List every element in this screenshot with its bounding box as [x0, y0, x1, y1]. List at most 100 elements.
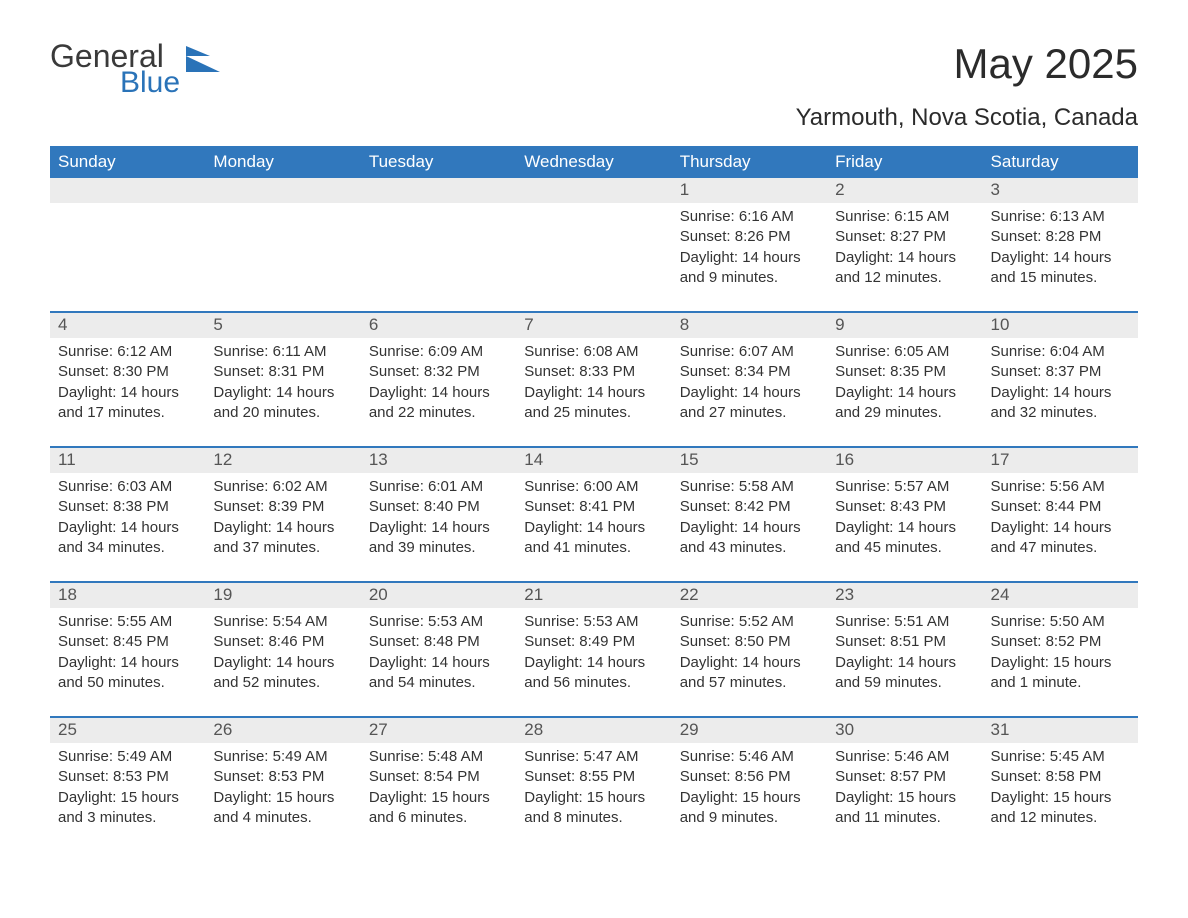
- daylight-text: Daylight: 15 hours and 8 minutes.: [524, 788, 663, 829]
- sunrise-text: Sunrise: 5:49 AM: [213, 747, 352, 767]
- daylight-text: Daylight: 15 hours and 4 minutes.: [213, 788, 352, 829]
- day-detail: Sunrise: 5:53 AM Sunset: 8:49 PM Dayligh…: [516, 608, 671, 702]
- daylight-text: Daylight: 15 hours and 9 minutes.: [680, 788, 819, 829]
- daynum-cell: 21: [516, 583, 671, 608]
- day-detail: Sunrise: 6:07 AM Sunset: 8:34 PM Dayligh…: [672, 338, 827, 432]
- day-header-row: Sunday Monday Tuesday Wednesday Thursday…: [50, 146, 1138, 178]
- sunset-text: Sunset: 8:54 PM: [369, 767, 508, 787]
- detail-row: Sunrise: 6:12 AM Sunset: 8:30 PM Dayligh…: [50, 338, 1138, 446]
- daynum-row: 25 26 27 28 29 30 31: [50, 718, 1138, 743]
- daynum-cell: 2: [827, 178, 982, 203]
- day-detail: [516, 203, 671, 297]
- day-detail: Sunrise: 6:01 AM Sunset: 8:40 PM Dayligh…: [361, 473, 516, 567]
- sunset-text: Sunset: 8:51 PM: [835, 632, 974, 652]
- daynum-cell: 9: [827, 313, 982, 338]
- daynum-cell: 4: [50, 313, 205, 338]
- sunset-text: Sunset: 8:49 PM: [524, 632, 663, 652]
- sunrise-text: Sunrise: 5:57 AM: [835, 477, 974, 497]
- sunrise-text: Sunrise: 6:15 AM: [835, 207, 974, 227]
- daynum-cell: 13: [361, 448, 516, 473]
- brand-logo: General Blue: [50, 40, 220, 98]
- daylight-text: Daylight: 14 hours and 47 minutes.: [991, 518, 1130, 559]
- daynum-cell: [516, 178, 671, 203]
- day-header-saturday: Saturday: [983, 146, 1138, 178]
- sunrise-text: Sunrise: 5:47 AM: [524, 747, 663, 767]
- sunrise-text: Sunrise: 6:09 AM: [369, 342, 508, 362]
- sunrise-text: Sunrise: 6:05 AM: [835, 342, 974, 362]
- sunrise-text: Sunrise: 5:58 AM: [680, 477, 819, 497]
- sunrise-text: Sunrise: 6:11 AM: [213, 342, 352, 362]
- daynum-cell: 12: [205, 448, 360, 473]
- daylight-text: Daylight: 15 hours and 1 minute.: [991, 653, 1130, 694]
- daylight-text: Daylight: 15 hours and 6 minutes.: [369, 788, 508, 829]
- sunrise-text: Sunrise: 6:01 AM: [369, 477, 508, 497]
- daylight-text: Daylight: 14 hours and 22 minutes.: [369, 383, 508, 424]
- sunrise-text: Sunrise: 6:02 AM: [213, 477, 352, 497]
- daylight-text: Daylight: 15 hours and 3 minutes.: [58, 788, 197, 829]
- sunrise-text: Sunrise: 5:50 AM: [991, 612, 1130, 632]
- sunrise-text: Sunrise: 5:45 AM: [991, 747, 1130, 767]
- day-detail: Sunrise: 6:15 AM Sunset: 8:27 PM Dayligh…: [827, 203, 982, 297]
- daylight-text: Daylight: 14 hours and 43 minutes.: [680, 518, 819, 559]
- day-detail: Sunrise: 6:16 AM Sunset: 8:26 PM Dayligh…: [672, 203, 827, 297]
- sunrise-text: Sunrise: 5:48 AM: [369, 747, 508, 767]
- day-detail: Sunrise: 5:50 AM Sunset: 8:52 PM Dayligh…: [983, 608, 1138, 702]
- sunset-text: Sunset: 8:56 PM: [680, 767, 819, 787]
- day-header-friday: Friday: [827, 146, 982, 178]
- daynum-row: 4 5 6 7 8 9 10: [50, 313, 1138, 338]
- day-header-monday: Monday: [205, 146, 360, 178]
- daylight-text: Daylight: 14 hours and 9 minutes.: [680, 248, 819, 289]
- sunset-text: Sunset: 8:55 PM: [524, 767, 663, 787]
- sunset-text: Sunset: 8:32 PM: [369, 362, 508, 382]
- location-subtitle: Yarmouth, Nova Scotia, Canada: [50, 104, 1138, 132]
- day-header-sunday: Sunday: [50, 146, 205, 178]
- day-detail: Sunrise: 5:57 AM Sunset: 8:43 PM Dayligh…: [827, 473, 982, 567]
- sunset-text: Sunset: 8:46 PM: [213, 632, 352, 652]
- sunset-text: Sunset: 8:26 PM: [680, 227, 819, 247]
- daynum-cell: 16: [827, 448, 982, 473]
- daynum-cell: [205, 178, 360, 203]
- header-row: General Blue May 2025: [50, 40, 1138, 98]
- daynum-cell: 15: [672, 448, 827, 473]
- daylight-text: Daylight: 14 hours and 37 minutes.: [213, 518, 352, 559]
- daynum-cell: 25: [50, 718, 205, 743]
- daynum-cell: 19: [205, 583, 360, 608]
- daynum-cell: 27: [361, 718, 516, 743]
- sunset-text: Sunset: 8:57 PM: [835, 767, 974, 787]
- daylight-text: Daylight: 14 hours and 17 minutes.: [58, 383, 197, 424]
- day-detail: Sunrise: 6:02 AM Sunset: 8:39 PM Dayligh…: [205, 473, 360, 567]
- sunrise-text: Sunrise: 5:46 AM: [835, 747, 974, 767]
- daynum-cell: 6: [361, 313, 516, 338]
- daynum-cell: 23: [827, 583, 982, 608]
- sunset-text: Sunset: 8:45 PM: [58, 632, 197, 652]
- daynum-cell: 28: [516, 718, 671, 743]
- daynum-cell: 20: [361, 583, 516, 608]
- detail-row: Sunrise: 6:03 AM Sunset: 8:38 PM Dayligh…: [50, 473, 1138, 581]
- daynum-cell: 7: [516, 313, 671, 338]
- daynum-cell: 24: [983, 583, 1138, 608]
- day-detail: Sunrise: 5:54 AM Sunset: 8:46 PM Dayligh…: [205, 608, 360, 702]
- day-detail: [361, 203, 516, 297]
- daylight-text: Daylight: 14 hours and 45 minutes.: [835, 518, 974, 559]
- daynum-cell: 17: [983, 448, 1138, 473]
- day-detail: [50, 203, 205, 297]
- day-detail: Sunrise: 5:46 AM Sunset: 8:57 PM Dayligh…: [827, 743, 982, 837]
- daylight-text: Daylight: 14 hours and 27 minutes.: [680, 383, 819, 424]
- brand-name-part2: Blue: [120, 68, 180, 98]
- daylight-text: Daylight: 15 hours and 12 minutes.: [991, 788, 1130, 829]
- sunset-text: Sunset: 8:28 PM: [991, 227, 1130, 247]
- day-detail: Sunrise: 5:48 AM Sunset: 8:54 PM Dayligh…: [361, 743, 516, 837]
- sunrise-text: Sunrise: 6:07 AM: [680, 342, 819, 362]
- sunset-text: Sunset: 8:44 PM: [991, 497, 1130, 517]
- daylight-text: Daylight: 15 hours and 11 minutes.: [835, 788, 974, 829]
- day-detail: Sunrise: 5:49 AM Sunset: 8:53 PM Dayligh…: [50, 743, 205, 837]
- day-detail: Sunrise: 6:03 AM Sunset: 8:38 PM Dayligh…: [50, 473, 205, 567]
- daylight-text: Daylight: 14 hours and 56 minutes.: [524, 653, 663, 694]
- daynum-cell: [50, 178, 205, 203]
- detail-row: Sunrise: 5:49 AM Sunset: 8:53 PM Dayligh…: [50, 743, 1138, 851]
- day-detail: Sunrise: 6:08 AM Sunset: 8:33 PM Dayligh…: [516, 338, 671, 432]
- sunset-text: Sunset: 8:53 PM: [213, 767, 352, 787]
- daylight-text: Daylight: 14 hours and 52 minutes.: [213, 653, 352, 694]
- sunrise-text: Sunrise: 5:52 AM: [680, 612, 819, 632]
- daynum-cell: 3: [983, 178, 1138, 203]
